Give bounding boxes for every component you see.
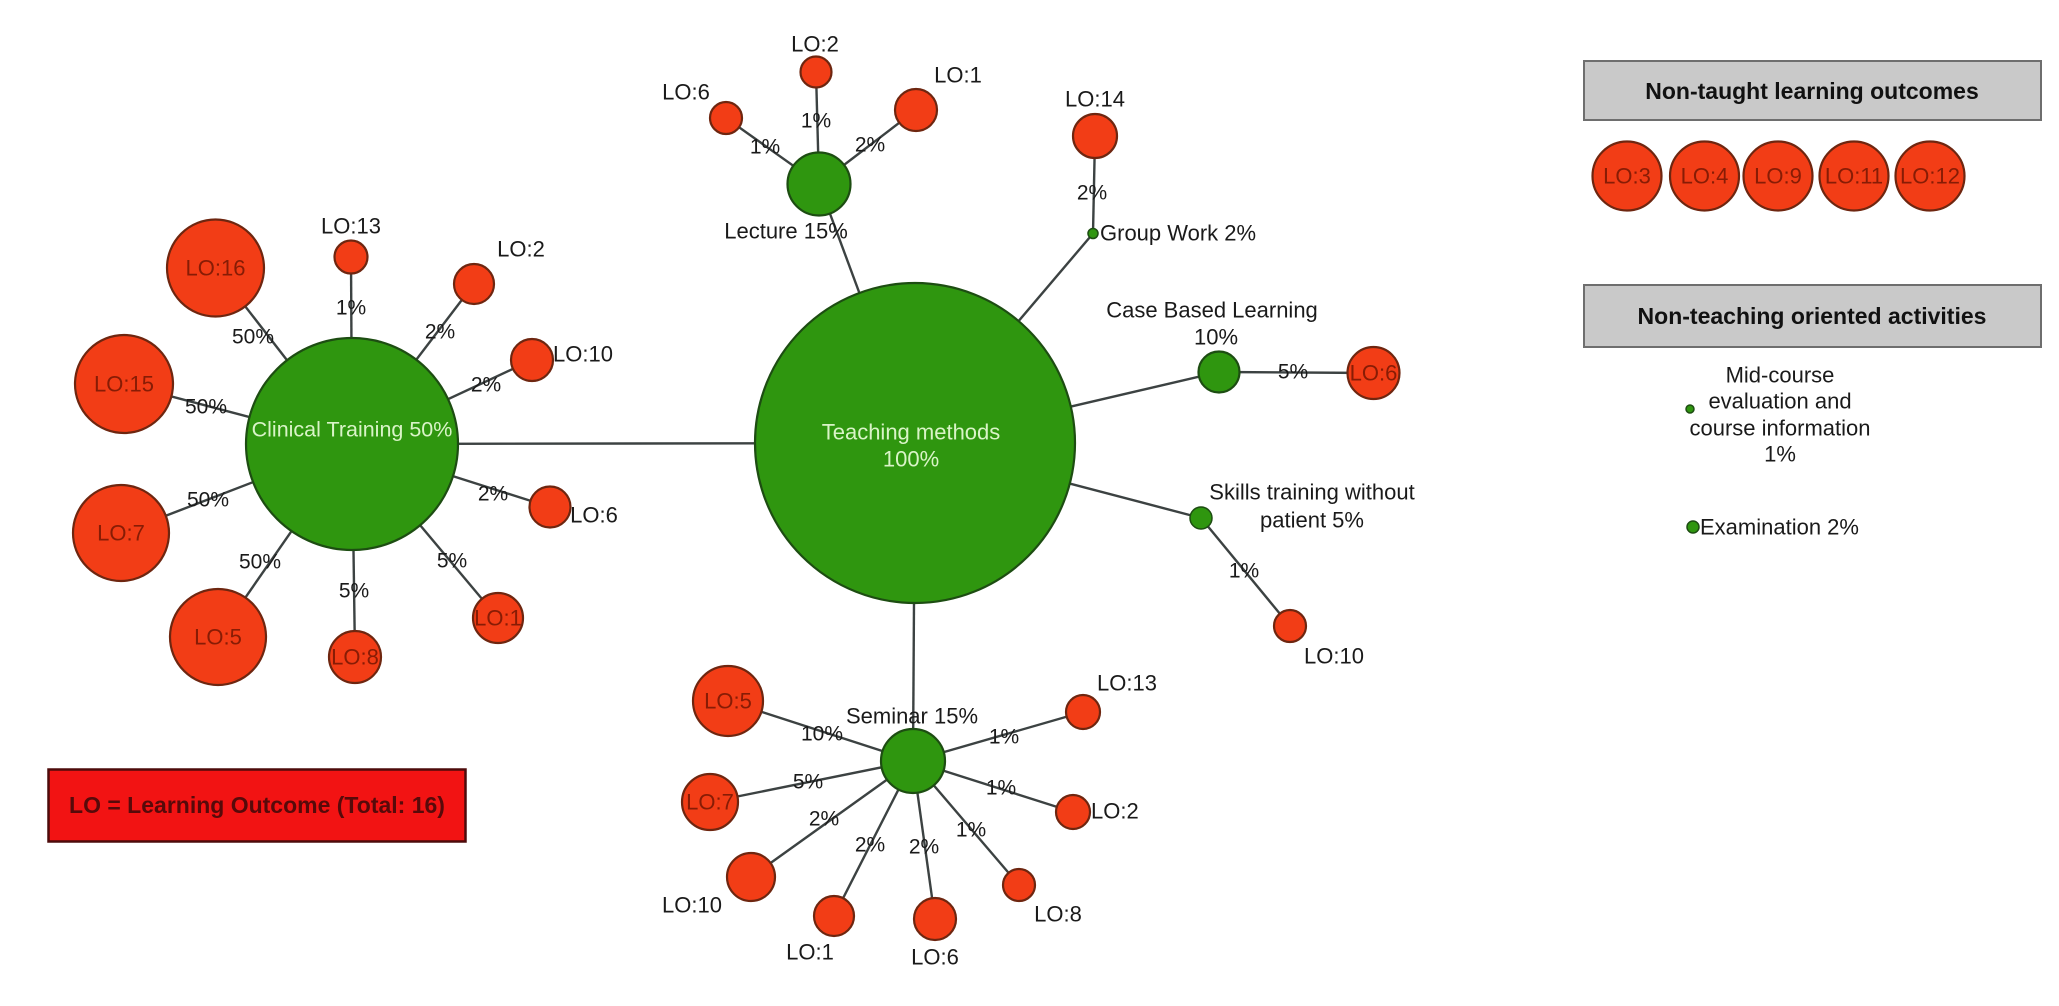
svg-text:LO:16: LO:16 bbox=[186, 256, 246, 281]
svg-text:LO:5: LO:5 bbox=[704, 689, 752, 714]
svg-text:50%: 50% bbox=[185, 396, 227, 419]
svg-text:evaluation and: evaluation and bbox=[1708, 389, 1851, 414]
svg-text:1%: 1% bbox=[1229, 560, 1259, 583]
svg-text:1%: 1% bbox=[1764, 442, 1796, 467]
svg-text:course information: course information bbox=[1690, 416, 1871, 441]
svg-text:Skills training without: Skills training without bbox=[1209, 480, 1414, 505]
svg-text:LO:3: LO:3 bbox=[1603, 164, 1651, 189]
svg-text:Clinical Training 50%: Clinical Training 50% bbox=[252, 418, 453, 442]
svg-text:2%: 2% bbox=[909, 836, 939, 859]
svg-text:LO:1: LO:1 bbox=[474, 606, 522, 631]
svg-text:50%: 50% bbox=[239, 551, 281, 574]
svg-text:5%: 5% bbox=[793, 771, 823, 794]
svg-text:2%: 2% bbox=[855, 834, 885, 857]
svg-text:LO:9: LO:9 bbox=[1754, 164, 1802, 189]
svg-text:1%: 1% bbox=[801, 110, 831, 133]
svg-text:5%: 5% bbox=[339, 580, 369, 603]
svg-text:50%: 50% bbox=[187, 489, 229, 512]
svg-text:2%: 2% bbox=[1077, 182, 1107, 205]
svg-text:LO:1: LO:1 bbox=[934, 63, 982, 88]
svg-text:LO:6: LO:6 bbox=[1350, 361, 1398, 386]
svg-text:LO:7: LO:7 bbox=[97, 521, 145, 546]
svg-text:Non-taught learning outcomes: Non-taught learning outcomes bbox=[1645, 78, 1979, 104]
svg-text:LO:15: LO:15 bbox=[94, 372, 154, 397]
svg-text:LO:6: LO:6 bbox=[662, 80, 710, 105]
svg-text:LO:12: LO:12 bbox=[1900, 164, 1960, 189]
svg-text:Seminar 15%: Seminar 15% bbox=[846, 704, 978, 729]
svg-text:2%: 2% bbox=[425, 321, 455, 344]
svg-text:2%: 2% bbox=[471, 374, 501, 397]
svg-text:100%: 100% bbox=[883, 447, 939, 472]
svg-text:LO:8: LO:8 bbox=[1034, 902, 1082, 927]
svg-text:1%: 1% bbox=[750, 136, 780, 159]
svg-text:Lecture 15%: Lecture 15% bbox=[724, 219, 848, 244]
svg-text:LO:4: LO:4 bbox=[1681, 164, 1729, 189]
svg-text:LO:14: LO:14 bbox=[1065, 87, 1125, 112]
svg-text:LO:13: LO:13 bbox=[321, 214, 381, 239]
svg-text:5%: 5% bbox=[437, 550, 467, 573]
svg-text:5%: 5% bbox=[1278, 361, 1308, 384]
svg-text:50%: 50% bbox=[232, 326, 274, 349]
svg-text:LO:13: LO:13 bbox=[1097, 671, 1157, 696]
svg-text:LO:1: LO:1 bbox=[786, 940, 834, 965]
svg-text:LO:5: LO:5 bbox=[194, 625, 242, 650]
svg-text:LO:2: LO:2 bbox=[1091, 799, 1139, 824]
svg-text:Examination 2%: Examination 2% bbox=[1700, 515, 1859, 540]
svg-text:2%: 2% bbox=[855, 134, 885, 157]
svg-text:LO:6: LO:6 bbox=[911, 945, 959, 970]
svg-text:2%: 2% bbox=[478, 483, 508, 506]
svg-text:2%: 2% bbox=[809, 808, 839, 831]
svg-text:Group Work 2%: Group Work 2% bbox=[1100, 221, 1256, 246]
svg-text:LO = Learning Outcome (Total:: LO = Learning Outcome (Total: 16) bbox=[69, 792, 445, 818]
svg-text:1%: 1% bbox=[956, 819, 986, 842]
svg-text:Teaching methods: Teaching methods bbox=[822, 420, 1001, 445]
svg-text:LO:11: LO:11 bbox=[1825, 164, 1883, 189]
svg-text:LO:7: LO:7 bbox=[686, 790, 734, 815]
svg-text:LO:8: LO:8 bbox=[331, 645, 379, 670]
svg-text:1%: 1% bbox=[989, 726, 1019, 749]
svg-text:Case Based Learning: Case Based Learning bbox=[1106, 298, 1318, 323]
svg-text:Non-teaching oriented activiti: Non-teaching oriented activities bbox=[1638, 303, 1987, 329]
svg-text:10%: 10% bbox=[1194, 325, 1238, 350]
svg-text:LO:10: LO:10 bbox=[553, 342, 613, 367]
svg-text:Mid-course: Mid-course bbox=[1726, 363, 1835, 388]
svg-text:LO:2: LO:2 bbox=[497, 237, 545, 262]
svg-text:1%: 1% bbox=[986, 777, 1016, 800]
svg-text:1%: 1% bbox=[336, 297, 366, 320]
svg-text:LO:10: LO:10 bbox=[662, 893, 722, 918]
svg-text:LO:6: LO:6 bbox=[570, 503, 618, 528]
svg-text:patient 5%: patient 5% bbox=[1260, 508, 1364, 533]
svg-text:LO:10: LO:10 bbox=[1304, 644, 1364, 669]
svg-text:LO:2: LO:2 bbox=[791, 32, 839, 57]
svg-text:10%: 10% bbox=[801, 723, 843, 746]
